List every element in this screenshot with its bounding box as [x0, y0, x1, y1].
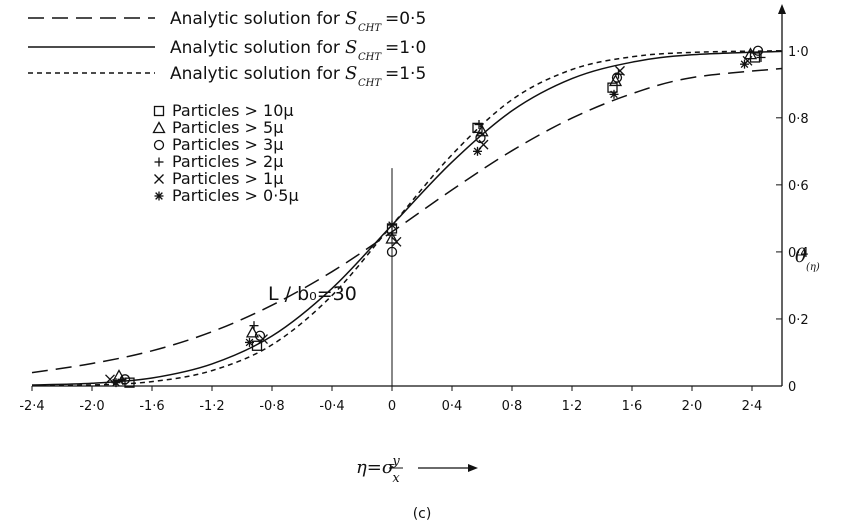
data-point-asterisk	[245, 337, 254, 347]
data-point-asterisk	[609, 89, 619, 99]
x-tick-label: -0·8	[259, 399, 284, 414]
data-point-asterisk	[111, 378, 121, 388]
legend-marker-label: Particles > 0·5μ	[172, 186, 299, 205]
y-axis-label: θ (η)	[795, 245, 820, 273]
x-tick-label: -0·4	[319, 399, 344, 414]
y-tick-label: 0·4	[788, 246, 809, 261]
legend-marker-circle	[153, 139, 165, 151]
legend-marker-cross	[154, 174, 164, 184]
y-axis-label-sub: (η)	[806, 262, 820, 273]
legend-marker-plus	[154, 157, 164, 167]
ratio-annotation: L / b₀=30	[268, 283, 357, 305]
legend-marker-triangle	[152, 121, 166, 134]
legend-value-1: =1·0	[385, 38, 426, 58]
legend-line-label-2: Analytic solution for	[170, 64, 340, 84]
data-point-cross	[615, 65, 625, 76]
x-axis-label-main: η=σ	[356, 457, 395, 478]
data-point-asterisk	[473, 146, 482, 156]
data-point-plus	[474, 120, 484, 130]
y-axis-label-main: θ	[795, 245, 807, 267]
legend-symbol-1: S	[345, 37, 357, 58]
y-axis-arrow-head	[778, 4, 786, 14]
legend-marker-asterisk	[154, 191, 164, 201]
legend-line-label-0: Analytic solution for	[170, 9, 340, 29]
data-point-circle	[254, 330, 266, 341]
x-axis-label: η=σ y x	[356, 454, 478, 486]
legend-marker-label: Particles > 3μ	[172, 135, 283, 154]
chart-points	[105, 45, 766, 388]
x-axis-label-numerator: y	[391, 454, 400, 469]
data-point-plus	[249, 321, 259, 331]
data-point-square	[607, 82, 618, 93]
data-point-asterisk	[387, 220, 397, 230]
legend-symbol-sub-0: CHT	[358, 23, 382, 34]
x-tick-label: -2·0	[79, 399, 104, 414]
x-tick-label: -1·2	[199, 399, 224, 414]
data-point-square	[472, 122, 483, 134]
legend-marker-label: Particles > 10μ	[172, 101, 294, 120]
chart-axes: -2·4 -2·0 -1·6 -1·2 -0·8 -0·4 0 0·4 0·8 1·2 1·6 2·0…	[19, 4, 809, 414]
data-point-triangle	[385, 231, 399, 244]
data-point-triangle	[608, 74, 623, 87]
series-line-1	[31, 50, 783, 386]
legend-marker-square	[153, 105, 165, 117]
x-tick-label: 0·4	[442, 399, 463, 414]
x-tick-label: 1·6	[622, 399, 643, 414]
series-line-0	[31, 67, 783, 374]
x-axis-label-denominator: x	[392, 471, 400, 486]
legend-symbol-sub-1: CHT	[358, 52, 382, 63]
legend-marker-label: Particles > 1μ	[172, 169, 283, 188]
y-tick-label: 0	[788, 380, 796, 395]
data-point-triangle	[475, 124, 489, 137]
x-tick-label: -2·4	[19, 399, 44, 414]
y-tick-label: 0·6	[788, 179, 809, 194]
x-tick-label: 2·4	[742, 399, 763, 414]
y-tick-label: 0·8	[788, 112, 809, 127]
data-point-plus	[756, 52, 766, 62]
legend-marker-label: Particles > 2μ	[172, 152, 283, 171]
x-tick-label: 2·0	[682, 399, 703, 414]
legend-line-label-1: Analytic solution for	[170, 38, 340, 58]
y-tick-label: 0·2	[788, 313, 809, 328]
y-tick-label: 1·0	[788, 45, 809, 60]
legend-marker-label: Particles > 5μ	[172, 118, 283, 137]
data-point-triangle	[245, 325, 260, 338]
x-tick-label: -1·6	[139, 399, 164, 414]
figure-caption: (c)	[413, 506, 432, 522]
data-point-plus	[614, 69, 623, 79]
data-point-asterisk	[740, 59, 749, 69]
data-point-cross	[391, 236, 402, 247]
chart-curves	[31, 50, 783, 387]
legend-symbol-sub-2: CHT	[358, 78, 382, 89]
legend-value-0: =0·5	[385, 9, 426, 29]
data-point-circle	[386, 246, 398, 258]
series-line-2	[31, 50, 783, 387]
x-tick-label: 1·2	[562, 399, 583, 414]
legend-symbol-2: S	[345, 63, 357, 84]
data-point-cross	[258, 334, 268, 345]
x-tick-label: 0·8	[502, 399, 523, 414]
x-axis-arrow-head	[468, 464, 478, 472]
x-tick-label: 0	[388, 399, 396, 414]
data-point-circle	[752, 45, 764, 56]
legend-symbol-0: S	[345, 8, 357, 29]
legend-value-2: =1·5	[385, 64, 426, 84]
